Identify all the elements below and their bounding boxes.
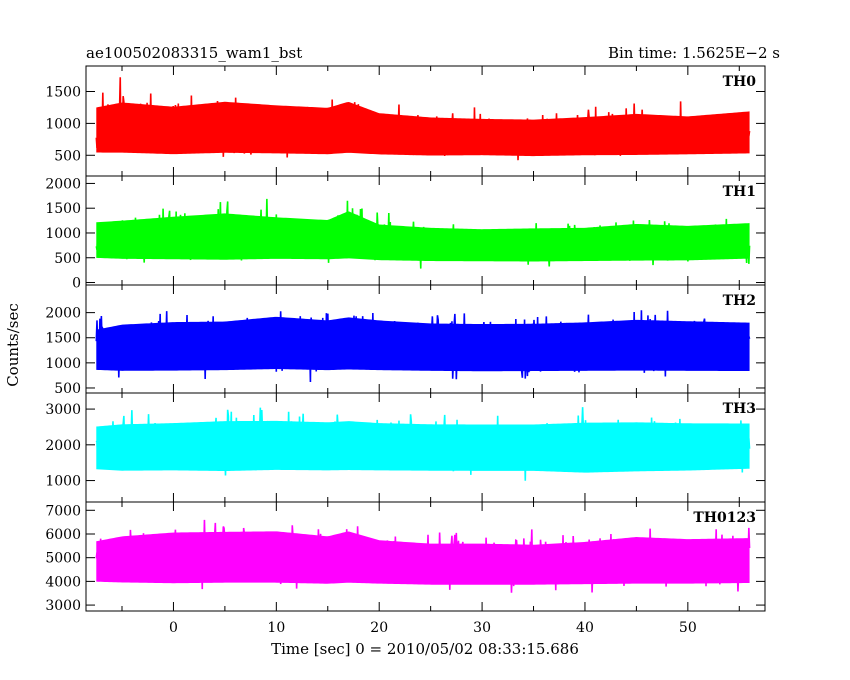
series-band-th2 (96, 316, 750, 372)
y-axis-label: Counts/sec (4, 303, 22, 387)
y-tick-label: 5000 (45, 551, 81, 567)
panel-th0: 500 1000 1500 TH0 (45, 65, 766, 177)
y-tick-label: 4000 (45, 574, 81, 590)
series-band-th3 (96, 420, 750, 473)
chart-subtitle: Bin time: 1.5625E−2 s (608, 44, 780, 62)
panel-frame (85, 501, 766, 612)
y-tick-label: 1500 (45, 201, 81, 217)
x-axis-label: Time [sec] 0 = 2010/05/02 08:33:15.686 (271, 640, 579, 658)
panel-th1: 0 500 1000 1500 2000 TH1 (45, 175, 766, 292)
series-band-th0 (96, 101, 750, 157)
panel-label: TH1 (723, 184, 756, 200)
y-tick-label: 500 (54, 251, 81, 267)
panel-th3: 1000 2000 3000 TH3 (45, 392, 766, 503)
y-tick-label: 2000 (45, 306, 81, 322)
y-tick-label: 2000 (45, 438, 81, 454)
chart-title: ae100502083315_wam1_bst (86, 44, 302, 62)
panel-th0123: 3000 4000 5000 6000 7000 TH0123 (45, 501, 766, 614)
x-tick-label: 10 (267, 620, 285, 636)
y-tick-label: 1000 (45, 116, 81, 132)
y-tick-label: 0 (72, 276, 81, 292)
y-tick-label: 3000 (45, 402, 81, 418)
y-tick-label: 1500 (45, 85, 81, 101)
x-tick-label: 0 (169, 620, 178, 636)
panel-label: TH2 (723, 293, 756, 309)
y-tick-label: 1000 (45, 474, 81, 490)
x-tick-label: 20 (370, 620, 388, 636)
series-band-th0123 (96, 531, 750, 585)
panel-label: TH0123 (693, 510, 756, 526)
y-tick-label: 500 (54, 381, 81, 397)
x-tick-label: 30 (473, 620, 491, 636)
panel-label: TH3 (723, 401, 756, 417)
x-tick-label: 50 (679, 620, 697, 636)
panel-th2: 500 1000 1500 2000 TH2 (45, 284, 766, 397)
y-tick-label: 500 (54, 148, 81, 164)
y-tick-label: 1000 (45, 226, 81, 242)
y-tick-label: 1500 (45, 331, 81, 347)
series-band-th1 (96, 211, 750, 262)
panel-label: TH0 (723, 74, 757, 90)
y-tick-label: 2000 (45, 176, 81, 192)
y-tick-label: 7000 (45, 503, 81, 519)
y-tick-label: 6000 (45, 527, 81, 543)
y-tick-label: 3000 (45, 598, 81, 614)
y-tick-label: 1000 (45, 356, 81, 372)
x-tick-label: 40 (576, 620, 594, 636)
